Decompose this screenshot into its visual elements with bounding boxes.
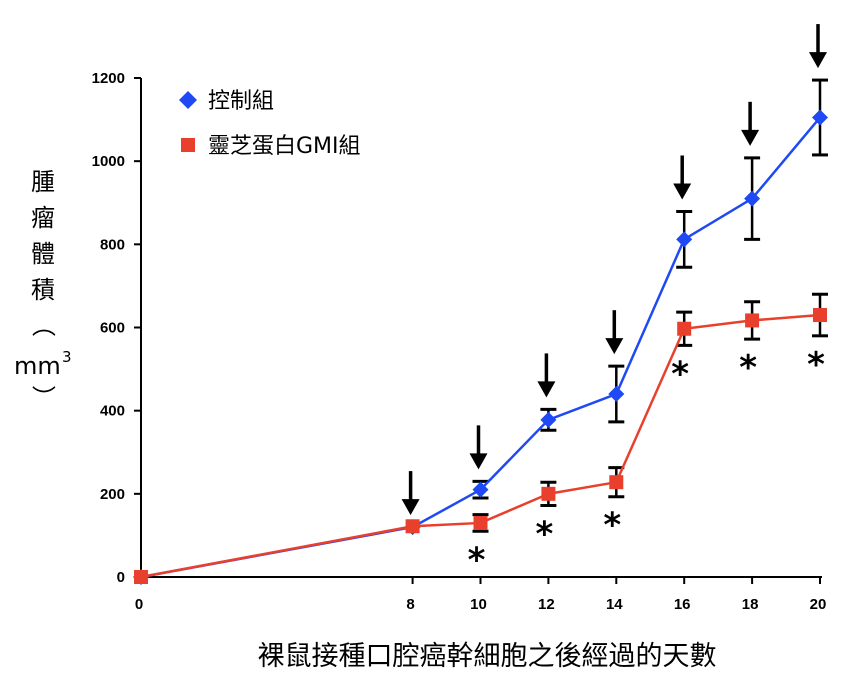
y-axis-unit: mm bbox=[14, 352, 61, 380]
x-tick-label: 20 bbox=[810, 596, 827, 613]
data-point bbox=[472, 481, 489, 498]
data-point bbox=[540, 411, 557, 428]
significance-star: * bbox=[739, 348, 757, 388]
x-tick-label: 14 bbox=[606, 596, 623, 613]
data-point bbox=[745, 313, 760, 328]
x-axis-label: 裸鼠接種口腔癌幹細胞之後經過的天數 bbox=[258, 641, 717, 672]
data-point bbox=[473, 515, 488, 530]
x-tick-label: 18 bbox=[742, 596, 759, 613]
significance-star: * bbox=[671, 354, 689, 394]
y-axis-label-char: （ bbox=[29, 313, 57, 337]
significance-star: * bbox=[603, 506, 621, 546]
data-point bbox=[676, 231, 693, 248]
data-point bbox=[405, 519, 420, 534]
x-tick-label: 8 bbox=[406, 596, 414, 613]
y-axis-label-char: 瘤 bbox=[31, 204, 55, 232]
data-point bbox=[609, 475, 624, 490]
annotations: * * * * * * bbox=[401, 24, 827, 580]
x-tick-label: 12 bbox=[538, 596, 555, 613]
data-point bbox=[744, 190, 761, 207]
y-axis-label-char: 積 bbox=[31, 276, 55, 304]
y-axis-label-char: 腫 bbox=[31, 168, 55, 196]
y-tick-label: 1000 bbox=[92, 153, 125, 170]
x-tick-label: 10 bbox=[470, 596, 487, 613]
y-tick-label: 400 bbox=[100, 403, 125, 420]
x-tick-label: 0 bbox=[135, 596, 143, 613]
axis-ticks: 0 200 400 600 800 1000 1200 0 8 10 12 14 16 18 20 bbox=[92, 70, 827, 613]
legend-marker bbox=[179, 91, 197, 109]
series-layer bbox=[133, 78, 828, 585]
treatment-arrow bbox=[741, 101, 760, 146]
y-tick-label: 200 bbox=[100, 486, 125, 503]
treatment-arrow bbox=[469, 425, 488, 470]
series-line bbox=[140, 313, 821, 579]
treatment-arrow bbox=[673, 155, 692, 200]
significance-star: * bbox=[807, 345, 825, 385]
legend-marker bbox=[181, 138, 195, 152]
data-point bbox=[134, 570, 148, 584]
treatment-arrow bbox=[605, 310, 624, 355]
y-axis-unit-superscript: 3 bbox=[62, 348, 72, 366]
treatment-arrow bbox=[809, 24, 827, 69]
data-point bbox=[813, 308, 827, 323]
treatment-arrow bbox=[537, 353, 556, 398]
significance-star: * bbox=[468, 540, 486, 580]
treatment-arrow bbox=[401, 471, 420, 516]
y-axis-label-close: ） bbox=[29, 385, 57, 409]
legend-label: 控制組 bbox=[208, 89, 274, 114]
y-tick-label: 1200 bbox=[92, 70, 125, 87]
data-point bbox=[812, 109, 828, 126]
series-2 bbox=[134, 292, 828, 584]
data-point bbox=[677, 321, 692, 336]
x-tick-label: 16 bbox=[674, 596, 691, 613]
significance-star: * bbox=[536, 514, 554, 554]
legend-label: 靈芝蛋白GMI組 bbox=[208, 134, 361, 159]
series-line bbox=[140, 116, 821, 579]
data-point bbox=[541, 486, 556, 501]
y-tick-label: 800 bbox=[100, 236, 125, 253]
y-axis-label-char: 體 bbox=[31, 240, 55, 268]
y-tick-label: 600 bbox=[100, 320, 125, 337]
y-tick-label: 0 bbox=[117, 569, 125, 586]
data-point bbox=[608, 386, 625, 403]
